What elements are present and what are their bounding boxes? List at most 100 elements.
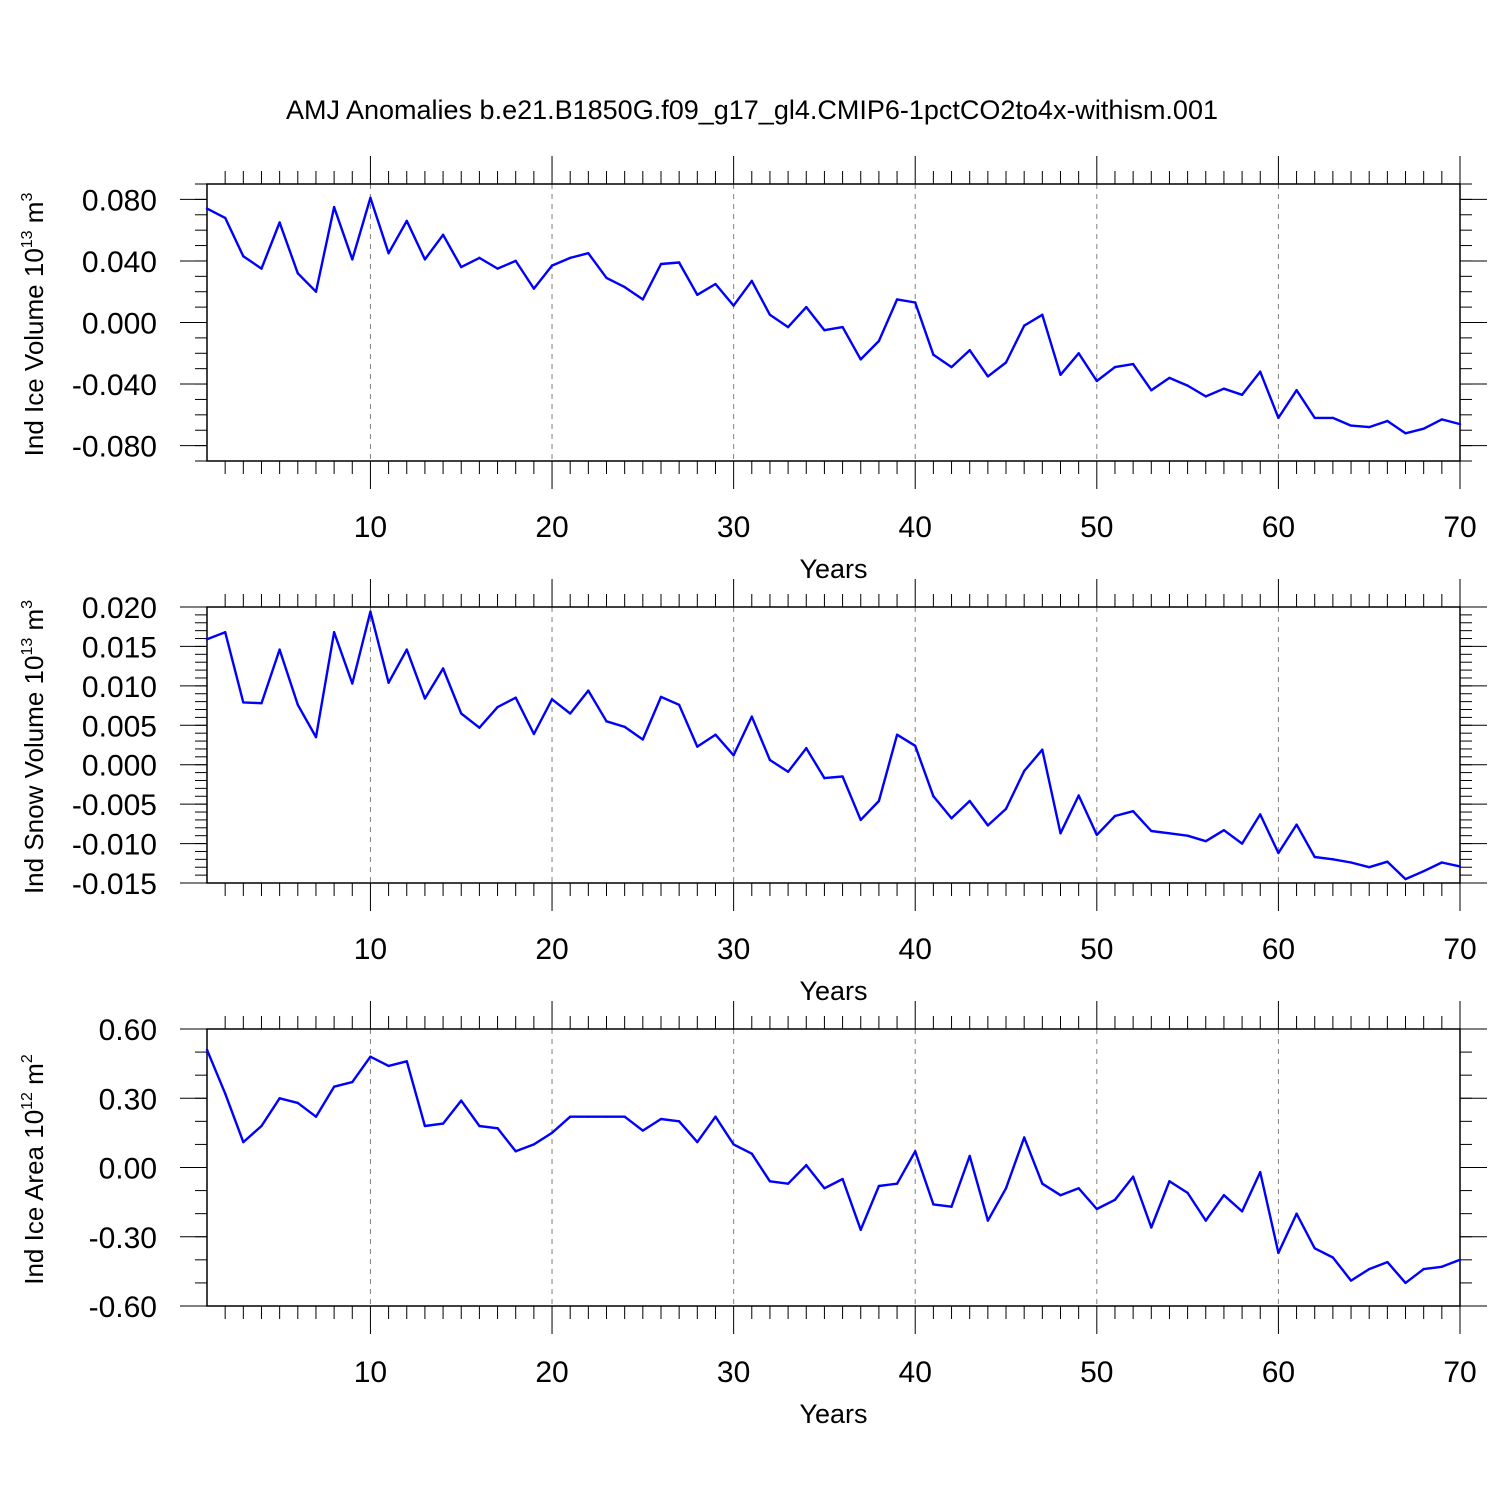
y-tick-label: -0.30 xyxy=(89,1222,157,1255)
data-point xyxy=(950,817,953,820)
data-point xyxy=(296,272,299,275)
data-point xyxy=(1240,1210,1244,1213)
x-tick-label: 10 xyxy=(354,933,387,966)
data-point xyxy=(605,720,608,723)
data-point xyxy=(623,285,626,289)
data-point xyxy=(1295,823,1298,826)
chart-panel-1: 10 20 30 40 50 60 70 0.080 0.040 0.000 -0.040 -0.08… xyxy=(19,156,1487,584)
data-point xyxy=(223,1092,227,1095)
x-tick-label: 60 xyxy=(1262,933,1295,966)
data-point xyxy=(1041,748,1044,751)
data-point xyxy=(550,1131,554,1135)
data-point xyxy=(1386,860,1389,863)
data-point xyxy=(1131,362,1135,366)
data-point xyxy=(278,221,281,224)
x-tick-label: 70 xyxy=(1443,933,1476,966)
data-point xyxy=(351,1080,354,1084)
data-point xyxy=(968,349,971,352)
data-point xyxy=(677,261,681,264)
data-point xyxy=(1422,427,1425,430)
data-point xyxy=(314,290,318,293)
data-point xyxy=(1059,832,1062,835)
data-point xyxy=(1404,432,1407,435)
data-point xyxy=(478,256,481,260)
data-point xyxy=(605,276,608,280)
data-point xyxy=(296,1101,299,1105)
data-point xyxy=(460,1099,463,1102)
data-point xyxy=(1004,361,1008,364)
data-point xyxy=(1131,810,1135,813)
data-point xyxy=(1259,813,1262,816)
data-point xyxy=(877,799,881,803)
data-point xyxy=(1458,1258,1462,1262)
data-point xyxy=(1113,1198,1117,1202)
data-point xyxy=(369,196,372,200)
data-point xyxy=(405,219,408,223)
data-point xyxy=(260,1124,263,1128)
data-point xyxy=(877,1184,881,1188)
data-point xyxy=(1059,373,1062,377)
data-point xyxy=(205,207,209,210)
data-point xyxy=(1440,1265,1444,1268)
data-point xyxy=(532,1143,536,1146)
data-point xyxy=(641,1129,645,1132)
data-point xyxy=(1331,1256,1335,1259)
data-point xyxy=(260,267,263,270)
data-point xyxy=(841,775,844,778)
y-tick-label: -0.005 xyxy=(72,789,157,822)
data-point xyxy=(278,1097,281,1100)
data-point xyxy=(242,701,245,704)
data-point xyxy=(550,698,554,701)
data-point xyxy=(242,255,245,258)
data-point xyxy=(1204,395,1207,398)
data-point xyxy=(1004,1187,1008,1190)
data-point xyxy=(223,216,227,220)
x-tick-label: 40 xyxy=(899,1356,932,1389)
data-point xyxy=(423,258,427,261)
data-point xyxy=(786,325,790,329)
data-point xyxy=(696,1140,699,1144)
data-point xyxy=(823,776,826,780)
y-tick-label: -0.60 xyxy=(89,1291,157,1324)
y-tick-label: 0.000 xyxy=(82,308,157,341)
data-point xyxy=(1368,1267,1371,1271)
data-point xyxy=(514,1150,517,1153)
data-point xyxy=(1077,1187,1080,1190)
plot-frame xyxy=(206,1028,1461,1307)
y-axis-label: Ind Ice Volume 1013 m3 xyxy=(19,193,49,457)
x-tick-label: 30 xyxy=(717,511,750,544)
data-point xyxy=(1059,1194,1062,1197)
data-point xyxy=(532,287,536,290)
data-point xyxy=(768,758,772,762)
data-point xyxy=(768,1180,772,1183)
data-point xyxy=(1113,814,1117,818)
data-point xyxy=(895,733,899,736)
data-point xyxy=(696,745,699,748)
data-point xyxy=(823,1187,826,1190)
data-point xyxy=(968,1154,971,1158)
x-tick-label: 60 xyxy=(1262,1356,1295,1389)
x-axis-label: Years xyxy=(799,1399,867,1429)
x-tick-label: 10 xyxy=(354,511,387,544)
data-point xyxy=(514,696,517,699)
data-point xyxy=(1222,387,1226,390)
chart-panel-3: 10 20 30 40 50 60 70 0.60 0.30 0.00 -0.30 -0.60 Year… xyxy=(19,1001,1487,1429)
data-point xyxy=(1440,861,1444,864)
data-point xyxy=(750,715,753,718)
data-point xyxy=(859,818,862,822)
data-point xyxy=(714,1115,717,1118)
data-point xyxy=(1277,416,1280,420)
data-point xyxy=(387,681,390,684)
x-tick-label: 50 xyxy=(1080,511,1113,544)
data-point xyxy=(405,648,408,651)
data-point xyxy=(351,682,354,685)
y-tick-label: -0.010 xyxy=(72,829,157,862)
data-point xyxy=(423,1124,427,1128)
data-point xyxy=(587,1115,590,1118)
chart-panel-2: 10 20 30 40 50 60 70 0.020 0.015 0.010 0.005 0.000 -… xyxy=(19,579,1487,1006)
data-point xyxy=(441,1122,445,1125)
y-tick-label: 0.080 xyxy=(82,184,157,217)
data-point xyxy=(1349,424,1353,427)
data-point xyxy=(587,252,590,255)
